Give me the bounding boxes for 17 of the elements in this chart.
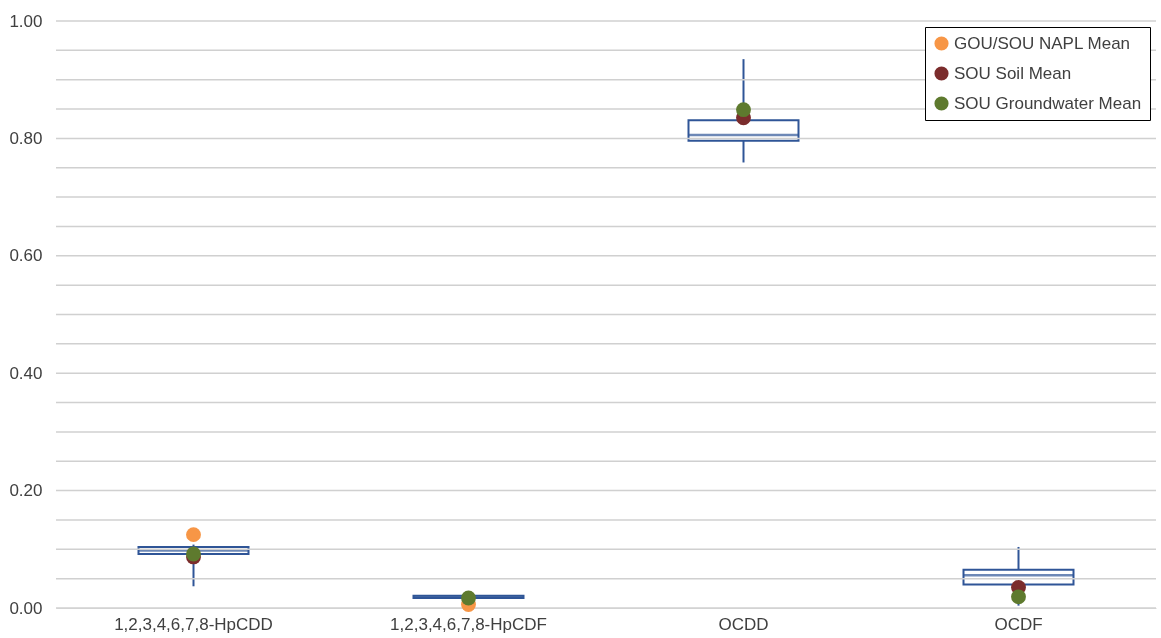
legend-label: GOU/SOU NAPL Mean [954, 33, 1131, 53]
point [1011, 589, 1026, 605]
legend-label: SOU Groundwater Mean [954, 93, 1142, 113]
x-tick-label: 1,2,3,4,6,7,8-HpCDD [114, 614, 273, 634]
y-tick-label: 0.40 [9, 363, 43, 383]
x-tick-label: 1,2,3,4,6,7,8-HpCDF [390, 614, 547, 634]
point [736, 102, 751, 118]
x-tick-label: OCDF [994, 614, 1043, 634]
y-tick-label: 0.80 [9, 128, 43, 148]
y-tick-label: 0.60 [9, 246, 43, 266]
legend-label: SOU Soil Mean [954, 63, 1072, 83]
point [461, 590, 476, 606]
y-tick-label: 1.00 [9, 11, 43, 31]
y-tick-label: 0.00 [9, 598, 43, 618]
x-tick-label: OCDD [718, 614, 769, 634]
y-tick-label: 0.20 [9, 481, 43, 501]
point [186, 527, 201, 543]
